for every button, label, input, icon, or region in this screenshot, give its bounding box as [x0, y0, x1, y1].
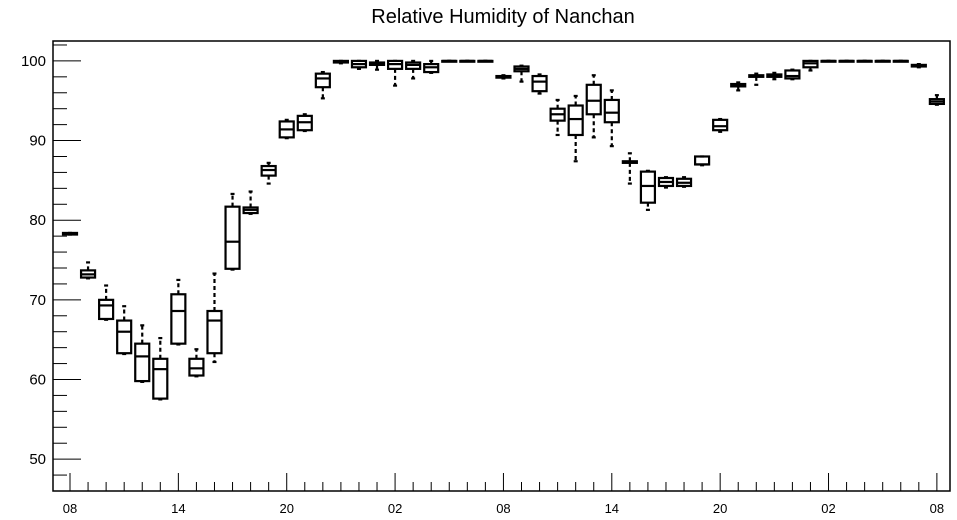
box	[585, 74, 602, 139]
y-tick-label: 100	[21, 53, 46, 70]
box-iqr-rect	[585, 83, 602, 116]
box	[61, 231, 79, 236]
y-axis: 50 60 70 80 90 100	[21, 44, 81, 476]
box	[748, 72, 765, 86]
box	[459, 59, 476, 63]
box	[152, 336, 169, 401]
box	[206, 272, 223, 364]
box-iqr-rect	[314, 72, 331, 89]
box	[856, 59, 873, 63]
box	[784, 68, 801, 81]
x-tick-label: 08	[930, 501, 944, 516]
box	[224, 192, 241, 271]
x-tick-label: 02	[388, 501, 402, 516]
box-iqr-rect	[784, 69, 801, 80]
box-iqr-rect	[639, 170, 657, 204]
box	[892, 59, 909, 63]
box-iqr-rect	[98, 298, 115, 321]
box	[910, 62, 927, 69]
plot-frame	[52, 40, 951, 492]
box	[242, 190, 259, 215]
box-series	[61, 59, 945, 401]
chart-title: Relative Humidity of Nanchan	[371, 6, 634, 28]
box	[513, 64, 530, 83]
box-iqr-rect	[712, 118, 729, 132]
y-tick-label: 50	[29, 451, 46, 468]
box-iqr-rect	[224, 205, 241, 270]
box	[730, 81, 747, 92]
box	[423, 59, 440, 74]
box	[332, 59, 349, 65]
x-tick-label: 14	[171, 501, 185, 516]
x-tick-label: 20	[279, 501, 293, 516]
box-iqr-rect	[206, 309, 223, 355]
box-iqr-rect	[567, 104, 584, 137]
box	[368, 59, 386, 71]
box	[838, 59, 855, 63]
x-tick-label: 08	[496, 501, 510, 516]
box	[928, 94, 945, 106]
box-iqr-rect	[152, 357, 169, 400]
box	[766, 71, 783, 81]
box	[712, 117, 729, 133]
x-tick-label: 14	[605, 501, 619, 516]
box-iqr-rect	[531, 74, 548, 93]
box-iqr-rect	[603, 98, 620, 124]
box	[567, 94, 584, 163]
box	[802, 59, 819, 72]
x-axis: 08 14 20 02 08 14 20 02 08	[63, 473, 944, 516]
box	[549, 98, 566, 137]
box	[477, 59, 494, 63]
x-tick-label: 02	[821, 501, 835, 516]
box-iqr-rect	[170, 293, 187, 345]
box	[531, 73, 548, 95]
box	[657, 176, 675, 189]
box	[693, 155, 711, 167]
box	[820, 59, 837, 63]
box	[874, 59, 891, 63]
x-tick-label: 20	[713, 501, 727, 516]
box	[386, 59, 404, 87]
box	[314, 70, 331, 100]
y-tick-label: 80	[29, 212, 46, 229]
box	[621, 152, 638, 185]
box	[603, 89, 620, 148]
box	[170, 278, 187, 346]
y-tick-label: 70	[29, 292, 46, 309]
box	[278, 118, 295, 140]
box	[405, 59, 422, 80]
box-iqr-rect	[693, 155, 711, 166]
box	[495, 74, 512, 80]
box	[675, 176, 693, 188]
box	[79, 261, 97, 280]
box-iqr-rect	[188, 357, 205, 377]
box	[350, 59, 368, 70]
x-tick-label: 08	[63, 501, 77, 516]
box	[639, 169, 657, 211]
box	[116, 305, 133, 356]
box	[188, 348, 205, 378]
y-tick-label: 90	[29, 133, 46, 150]
box-iqr-rect	[116, 319, 133, 355]
box	[134, 324, 151, 383]
box	[296, 113, 313, 133]
box-iqr-rect	[134, 342, 151, 383]
y-tick-label: 60	[29, 371, 46, 388]
box	[441, 59, 458, 63]
box	[98, 284, 115, 321]
box	[260, 161, 277, 185]
